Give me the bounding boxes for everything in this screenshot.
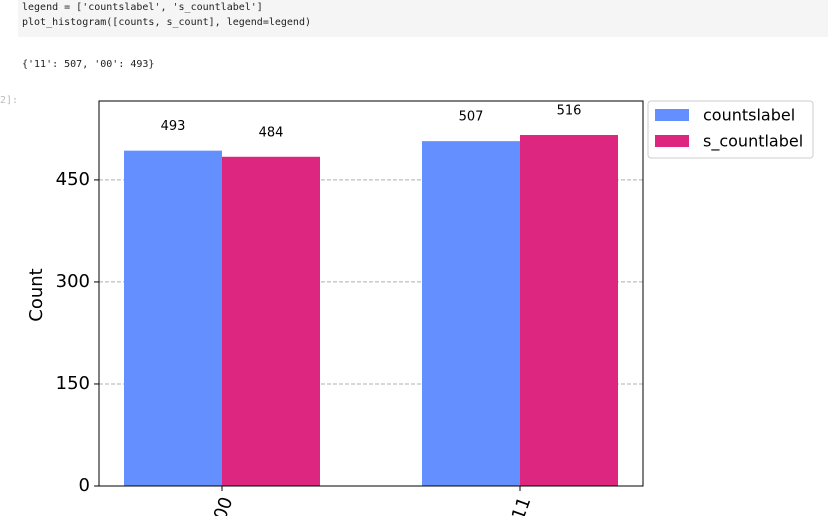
prompt: 2]: [0,95,19,106]
bar [124,150,222,487]
value-label: 516 [557,104,582,119]
output-text: {'11': 507, '00': 493} [22,59,155,70]
plot-frame [98,100,644,487]
code-line: legend = ['countslabel', 's_countlabel'] [22,2,263,13]
code-cell: legend = ['countslabel', 's_countlabel']… [18,0,828,37]
legend-box [647,100,814,159]
legend-swatch [655,135,689,147]
y-tick-label: 300 [56,271,90,292]
value-label: 484 [259,125,284,140]
value-label: 493 [161,119,186,134]
bar [422,141,520,486]
bar [520,135,618,486]
y-tick-label: 150 [56,373,90,394]
y-tick-label: 450 [56,169,90,190]
legend-label: countslabel [703,106,795,125]
legend-swatch [655,109,689,121]
x-tick-label: 00 [210,494,238,516]
y-tick-label: 0 [79,475,90,496]
value-label: 507 [459,110,484,125]
legend-label: s_countlabel [703,132,803,152]
bar [222,156,320,486]
y-axis-label: Count [26,268,47,321]
x-tick-label: 11 [508,494,536,516]
code-line: plot_histogram([counts, s_count], legend… [22,17,311,28]
